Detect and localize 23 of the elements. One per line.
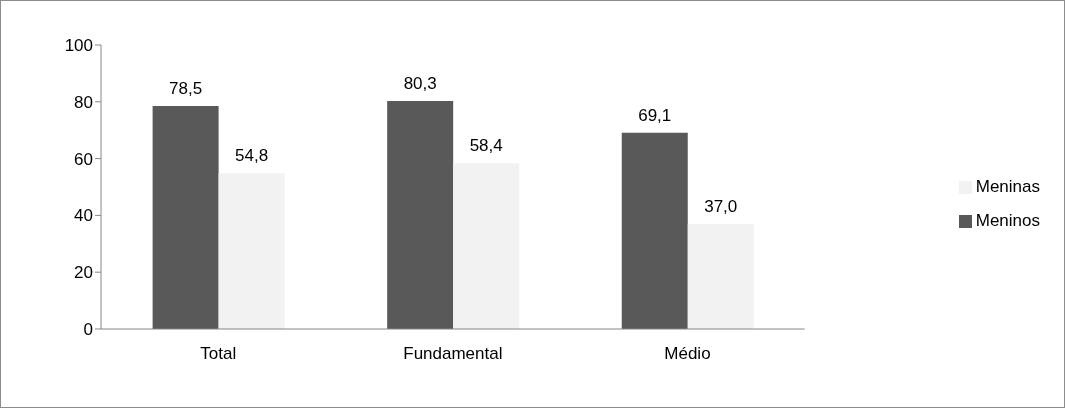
y-tick-label: 80: [74, 92, 93, 112]
data-label: 80,3: [403, 73, 437, 93]
data-label: 54,8: [235, 146, 269, 166]
bar: [453, 163, 520, 329]
data-label: 69,1: [638, 105, 672, 125]
bar: [218, 173, 285, 329]
x-tick-label: Médio: [664, 344, 711, 364]
data-label: 58,4: [469, 136, 503, 156]
y-tick-label: 20: [74, 263, 93, 283]
y-tick-label: 40: [74, 206, 93, 226]
x-tick-label: Fundamental: [403, 344, 503, 364]
data-label: 78,5: [169, 79, 203, 99]
legend-label: Meninas: [975, 177, 1040, 196]
y-tick-label: 60: [74, 149, 93, 169]
x-tick-label: Total: [200, 344, 237, 364]
bar: [621, 132, 688, 329]
bar: [387, 100, 454, 329]
bar: [687, 223, 754, 329]
y-tick-label: 100: [64, 36, 93, 56]
bar: [152, 106, 219, 329]
y-tick-label: 0: [83, 320, 93, 340]
legend-label: Meninos: [975, 211, 1040, 230]
data-label: 37,0: [704, 196, 738, 216]
